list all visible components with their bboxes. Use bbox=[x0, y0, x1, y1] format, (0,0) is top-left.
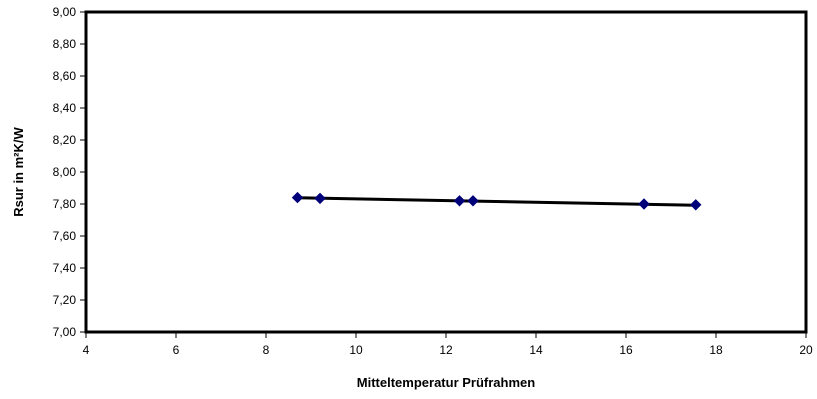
x-tick-label: 12 bbox=[439, 343, 453, 357]
x-axis: 4 6 8 10 12 14 16 18 20 bbox=[83, 332, 813, 357]
data-point bbox=[291, 191, 304, 204]
data-point bbox=[467, 195, 479, 207]
x-tick-label: 4 bbox=[83, 343, 90, 357]
trendline-path bbox=[297, 196, 696, 207]
y-axis-title: Rsur in m²K/W bbox=[11, 126, 26, 216]
y-axis: 7,00 7,20 7,40 7,60 7,80 8,00 8,20 8,40 8,60 8,80… bbox=[53, 5, 86, 339]
y-tick-label: 8,60 bbox=[53, 69, 77, 83]
y-tick-label: 8,80 bbox=[53, 37, 77, 51]
y-tick-label: 9,00 bbox=[53, 5, 77, 19]
y-tick-label: 7,80 bbox=[53, 197, 77, 211]
data-point bbox=[690, 199, 702, 211]
y-tick-label: 8,20 bbox=[53, 133, 77, 147]
x-tick-label: 10 bbox=[349, 343, 363, 357]
trendline bbox=[297, 196, 696, 207]
x-tick-label: 16 bbox=[619, 343, 633, 357]
y-tick-label: 7,60 bbox=[53, 229, 77, 243]
x-tick-label: 18 bbox=[709, 343, 723, 357]
y-tick-label: 7,00 bbox=[53, 325, 77, 339]
data-point bbox=[314, 192, 326, 205]
data-series bbox=[291, 191, 702, 211]
x-axis-title: Mitteltemperatur Prüfrahmen bbox=[357, 375, 535, 390]
y-tick-label: 8,00 bbox=[53, 165, 77, 179]
data-point bbox=[638, 198, 650, 210]
x-tick-label: 14 bbox=[529, 343, 543, 357]
plot-area bbox=[84, 10, 808, 334]
y-tick-label: 8,40 bbox=[53, 101, 77, 115]
y-tick-label: 7,40 bbox=[53, 261, 77, 275]
y-tick-label: 7,20 bbox=[53, 293, 77, 307]
data-point bbox=[453, 195, 466, 207]
x-tick-label: 8 bbox=[263, 343, 270, 357]
x-tick-label: 20 bbox=[799, 343, 813, 357]
x-tick-label: 6 bbox=[173, 343, 180, 357]
